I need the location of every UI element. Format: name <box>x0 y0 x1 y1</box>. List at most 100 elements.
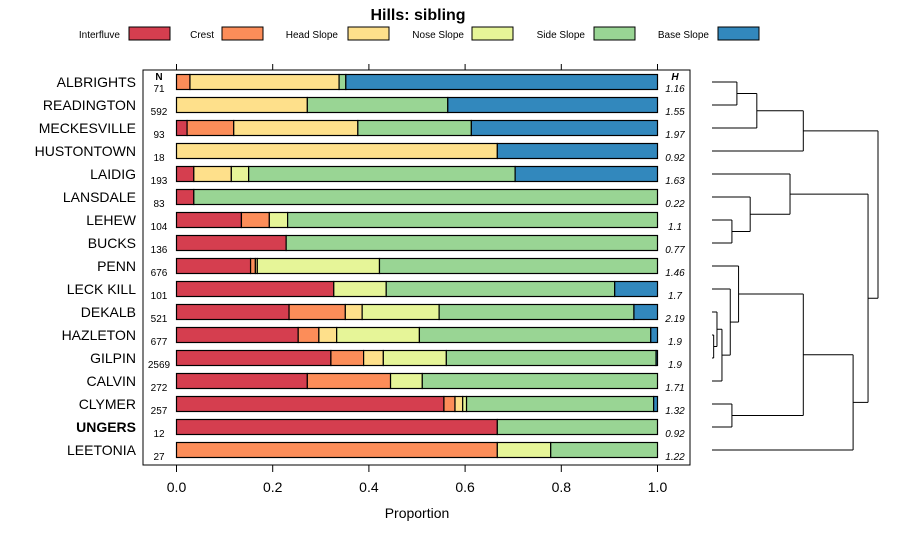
h-value: 1.71 <box>665 383 684 394</box>
bar-segment <box>175 303 290 321</box>
h-value: 0.92 <box>665 153 685 164</box>
row-label: LANSDALE <box>63 189 136 205</box>
row-label: BUCKS <box>88 235 136 251</box>
chart-title: Hills: sibling <box>370 7 465 24</box>
row-label: LECK KILL <box>67 281 136 297</box>
bar-row: LEHEW 104 1.1 <box>86 211 682 233</box>
bar-segment <box>230 165 250 183</box>
n-value: 71 <box>153 84 165 95</box>
bar-segment <box>650 326 659 344</box>
bar-segment <box>345 73 659 91</box>
bar-segment <box>333 280 387 298</box>
row-label: PENN <box>97 258 136 274</box>
n-value: 2569 <box>148 360 171 371</box>
x-tick-label: 0.8 <box>552 479 572 495</box>
bar-segment <box>175 119 188 137</box>
legend-swatch <box>221 26 264 41</box>
bar-segment <box>363 349 384 367</box>
bar-segment <box>361 303 440 321</box>
bar-row: UNGERS 12 0.92 <box>76 418 685 440</box>
n-value: 12 <box>153 429 165 440</box>
bar-row: READINGTON 592 1.55 <box>43 96 685 118</box>
bar-segment <box>175 395 445 413</box>
h-value: 1.46 <box>665 268 685 279</box>
row-label: CLYMER <box>79 396 136 412</box>
bar-segment <box>175 142 498 160</box>
h-value: 1.9 <box>668 360 682 371</box>
bar-segment <box>175 257 252 275</box>
bar-segment <box>655 349 659 367</box>
h-value: 1.32 <box>665 406 685 417</box>
legend-swatch <box>347 26 390 41</box>
bar-row: HAZLETON 677 1.9 <box>62 326 682 348</box>
bar-segment <box>382 349 447 367</box>
n-value: 101 <box>151 291 168 302</box>
x-axis-label: Proportion <box>385 505 450 521</box>
n-value: 104 <box>151 222 168 233</box>
bar-segment <box>240 211 270 229</box>
h-value: 1.9 <box>668 337 682 348</box>
bar-segment <box>344 303 363 321</box>
bar-row: CALVIN 272 1.71 <box>86 372 685 394</box>
row-label: CALVIN <box>86 373 136 389</box>
bar-segment <box>614 280 659 298</box>
row-label: DEKALB <box>81 304 136 320</box>
legend-label: Nose Slope <box>412 30 464 41</box>
bar-row: LEETONIA 27 1.22 <box>67 441 685 463</box>
bar-row: LANSDALE 83 0.22 <box>63 188 685 210</box>
bar-segment <box>175 326 299 344</box>
bar-segment <box>418 326 652 344</box>
bar-segment <box>385 280 616 298</box>
h-value: 0.22 <box>665 199 685 210</box>
bar-segment <box>318 326 338 344</box>
bar-row: BUCKS 136 0.77 <box>88 234 685 256</box>
h-value: 1.16 <box>665 84 685 95</box>
bar-segment <box>445 349 657 367</box>
h-value: 1.1 <box>668 222 682 233</box>
bar-segment <box>175 165 195 183</box>
bar-row: DEKALB 521 2.19 <box>81 303 685 325</box>
row-label: LEETONIA <box>67 442 137 458</box>
n-value: 27 <box>153 452 165 463</box>
bar-segment <box>514 165 659 183</box>
bar-segment <box>175 441 498 459</box>
bar-segment <box>443 395 456 413</box>
bar-segment <box>496 418 659 436</box>
bar-segment <box>306 96 449 114</box>
row-label: GILPIN <box>90 350 136 366</box>
bar-segment <box>175 96 308 114</box>
n-value: 18 <box>153 153 165 164</box>
bar-segment <box>193 188 659 206</box>
x-tick-label: 1.0 <box>648 479 668 495</box>
h-value: 0.77 <box>665 245 685 256</box>
bar-segment <box>268 211 289 229</box>
row-label: READINGTON <box>43 97 136 113</box>
bar-segment <box>357 119 472 137</box>
bar-row: HUSTONTOWN 18 0.92 <box>35 142 685 164</box>
bar-segment <box>248 165 516 183</box>
legend-swatch <box>471 26 514 41</box>
bar-segment <box>256 257 381 275</box>
row-label: ALBRIGHTS <box>57 74 136 90</box>
bar-row: ALBRIGHTS 71 1.16 <box>57 73 685 95</box>
bar-segment <box>175 234 287 252</box>
row-label: HUSTONTOWN <box>35 143 136 159</box>
bar-segment <box>447 96 659 114</box>
legend-label: Base Slope <box>658 30 710 41</box>
axes: 0.0 0.2 0.4 0.6 0.8 1.0 <box>167 64 668 495</box>
bar-segment <box>249 257 256 275</box>
h-value: 2.19 <box>664 314 685 325</box>
bar-segment <box>633 303 659 321</box>
x-tick-label: 0.4 <box>359 479 379 495</box>
n-header: N <box>155 72 162 83</box>
bar-segment <box>330 349 365 367</box>
row-label: LAIDIG <box>90 166 136 182</box>
bar-segment <box>438 303 635 321</box>
bar-segment <box>175 211 243 229</box>
bar-segment <box>193 165 232 183</box>
bar-segment <box>288 303 346 321</box>
bar-segment <box>378 257 659 275</box>
bar-row: PENN 676 1.46 <box>97 257 685 279</box>
